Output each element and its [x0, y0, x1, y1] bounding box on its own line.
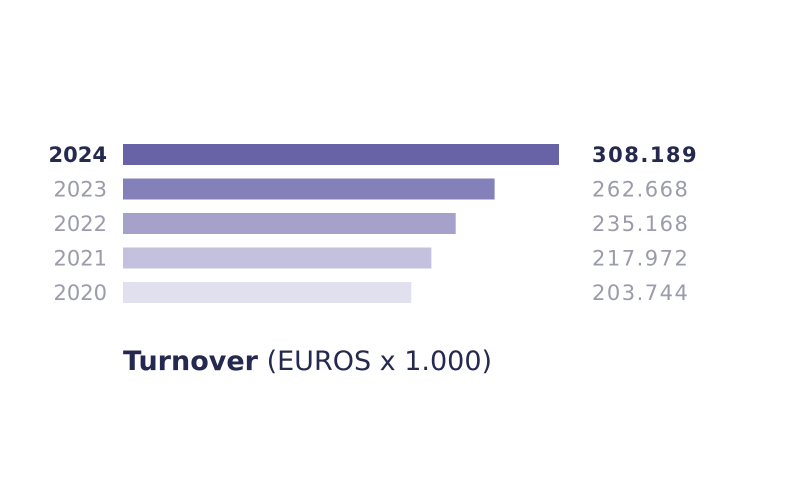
bar-rows: 2024 308.189 2023 262.668 2022 235.168 2021 217…: [49, 143, 698, 305]
year-label: 2021: [54, 247, 107, 271]
value-label: 203.744: [592, 281, 689, 305]
chart-caption: Turnover (EUROS x 1.000): [123, 346, 492, 377]
value-label: 217.972: [592, 247, 689, 271]
value-label: 262.668: [592, 178, 689, 202]
value-label: 308.189: [592, 143, 698, 167]
year-label: 2023: [54, 178, 107, 202]
bar-2023: [123, 178, 495, 200]
year-label: 2022: [54, 212, 107, 236]
bar-2021: [123, 247, 432, 269]
bar-2024: [123, 144, 559, 165]
year-label: 2020: [54, 281, 107, 305]
caption-title: Turnover: [123, 346, 259, 377]
bar-2022: [123, 213, 456, 234]
bar-2020: [123, 282, 412, 303]
value-label: 235.168: [592, 212, 689, 236]
year-label: 2024: [49, 143, 107, 167]
caption-unit: (EUROS x 1.000): [258, 346, 492, 377]
